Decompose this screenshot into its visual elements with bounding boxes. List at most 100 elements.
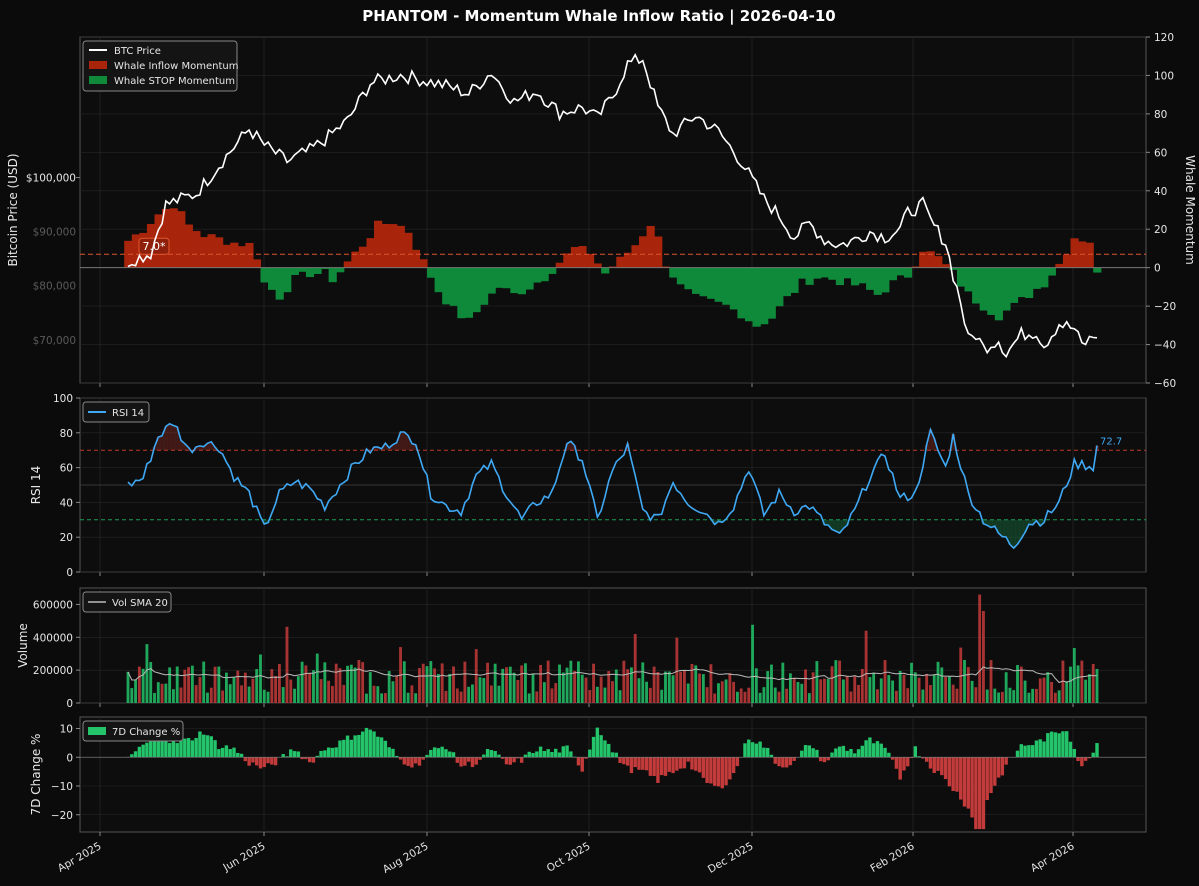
volume-bar-up [762, 687, 765, 703]
whale-stop-bar [480, 268, 488, 305]
whale-stop-bar [866, 268, 874, 290]
volume-bar-down [210, 688, 213, 703]
change-bar-positive [353, 735, 356, 757]
whale-inflow-bar [177, 211, 185, 268]
whale-inflow-bar [1063, 255, 1071, 268]
volume-bar-down [884, 660, 887, 703]
volume-bar-down [547, 661, 550, 703]
right-tick-label: −60 [1154, 378, 1176, 390]
volume-bar-up [392, 681, 395, 703]
change-bar-positive [1027, 745, 1030, 757]
volume-bar-down [456, 688, 459, 703]
change-tick-label: −20 [51, 810, 73, 822]
change-bar-positive [543, 751, 546, 757]
change-bar-positive [857, 749, 860, 757]
whale-stop-bar [677, 268, 685, 285]
change-bar-negative [925, 757, 928, 762]
change-bar-positive [372, 731, 375, 757]
change-bar-positive [887, 753, 890, 757]
right-tick-label: 0 [1154, 263, 1161, 275]
change-bar-positive [179, 740, 182, 757]
whale-inflow-bar [207, 234, 215, 267]
whale-stop-bar [972, 268, 980, 304]
volume-bar-up [577, 661, 580, 703]
volume-bar-up [774, 688, 777, 703]
volume-bar-down [452, 666, 455, 703]
whale-stop-bar [525, 268, 533, 290]
change-bar-positive [213, 740, 216, 757]
volume-bar-down [747, 688, 750, 703]
whale-stop-bar [904, 268, 912, 278]
y-axis-label-change: 7D Change % [29, 734, 43, 816]
rsi-tick-label: 80 [60, 428, 73, 440]
change-bar-positive [804, 745, 807, 757]
change-bar-negative [774, 757, 777, 764]
change-bar-positive [838, 747, 841, 758]
change-bar-positive [490, 750, 493, 757]
change-bar-positive [1023, 746, 1026, 758]
volume-bar-up [1031, 689, 1034, 703]
whale-stop-bar [965, 268, 973, 292]
volume-bar-down [486, 663, 489, 703]
volume-bar-up [312, 670, 315, 703]
change-bar-negative [777, 757, 780, 766]
change-bar-positive [872, 743, 875, 757]
change-bar-positive [546, 749, 549, 757]
change-bar-positive [1092, 753, 1095, 758]
change-bar-positive [448, 752, 451, 758]
volume-bar-down [361, 662, 364, 703]
change-bar-negative [1084, 757, 1087, 761]
change-bar-negative [728, 757, 731, 779]
volume-bar-down [804, 669, 807, 703]
change-bar-negative [618, 757, 621, 763]
volume-tick-label: 200000 [33, 665, 73, 677]
change-bar-negative [656, 757, 659, 783]
change-bar-positive [1016, 751, 1019, 758]
change-bar-positive [615, 753, 618, 758]
change-bar-positive [531, 753, 534, 757]
volume-bar-up [248, 687, 251, 703]
whale-stop-bar [692, 268, 700, 294]
change-bar-positive [914, 746, 917, 757]
volume-bar-up [638, 678, 641, 703]
volume-bar-down [535, 691, 538, 703]
change-bar-negative [717, 757, 720, 786]
change-bar-negative [247, 757, 250, 765]
volume-bar-up [1024, 681, 1027, 703]
change-bar-negative [819, 757, 822, 761]
change-bar-negative [690, 757, 693, 769]
volume-bar-up [146, 644, 149, 703]
change-bar-negative [263, 757, 266, 767]
volume-bar-down [903, 675, 906, 703]
change-bar-positive [350, 740, 353, 757]
volume-bar-down [251, 679, 254, 703]
legend-label: RSI 14 [112, 408, 144, 419]
whale-stop-bar [700, 268, 708, 297]
change-tick-label: 0 [66, 752, 73, 764]
volume-bar-up [369, 672, 372, 703]
whale-stop-bar [503, 268, 511, 289]
y-axis-label-rsi: RSI 14 [29, 466, 43, 505]
whale-stop-bar [427, 268, 435, 278]
volume-bar-down [588, 690, 591, 703]
whale-inflow-bar [631, 245, 639, 267]
change-bar-negative [274, 757, 277, 765]
change-bar-negative [785, 757, 788, 767]
whale-stop-bar [980, 268, 988, 311]
legend-label: Whale Inflow Momentum [114, 61, 239, 72]
change-bar-positive [365, 728, 368, 757]
volume-bar-up [354, 668, 357, 703]
whale-stop-bar [533, 268, 541, 283]
volume-bar-down [585, 678, 588, 703]
volume-bar-up [702, 674, 705, 703]
change-bar-positive [217, 749, 220, 757]
change-bar-positive [202, 735, 205, 758]
volume-bar-up [759, 693, 762, 703]
legend-label: Whale STOP Momentum [114, 76, 235, 87]
volume-bar-down [270, 669, 273, 703]
volume-bar-up [668, 671, 671, 703]
whale-stop-bar [669, 268, 677, 278]
whale-inflow-bar [571, 247, 579, 268]
whale-inflow-bar [556, 263, 564, 268]
legend-label: BTC Price [114, 46, 161, 57]
